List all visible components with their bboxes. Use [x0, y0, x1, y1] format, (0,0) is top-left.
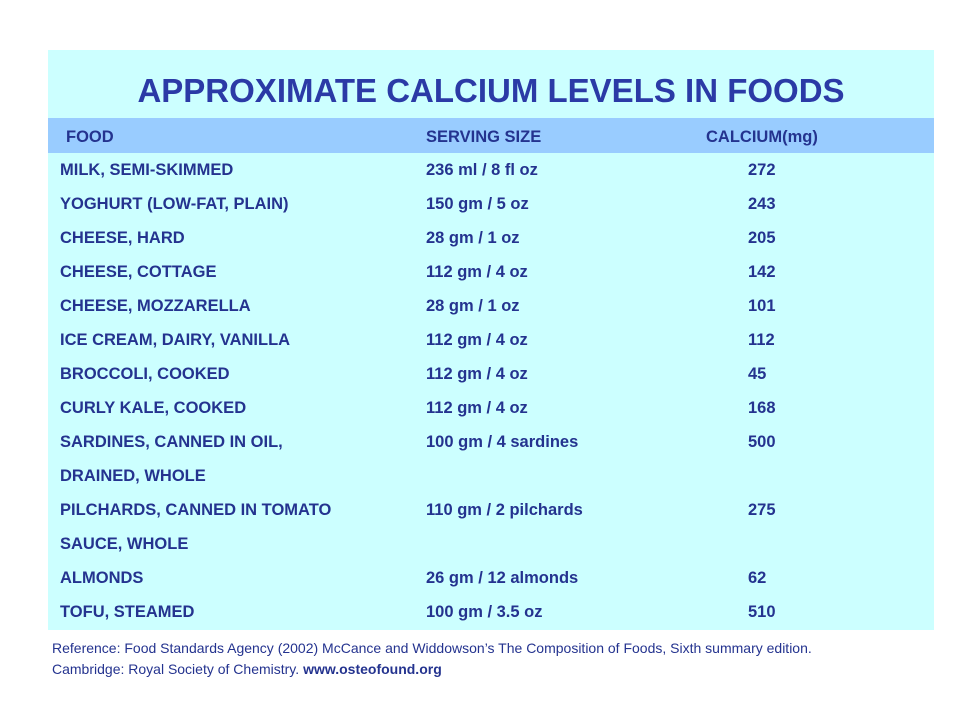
calcium-cell: 168	[748, 399, 776, 417]
serving-cell: 150 gm / 5 oz	[426, 195, 529, 213]
serving-cell: 112 gm / 4 oz	[426, 365, 528, 383]
food-cell: BROCCOLI, COOKED	[60, 365, 230, 383]
calcium-cell: 112	[748, 331, 775, 349]
food-cell: CHEESE, COTTAGE	[60, 263, 217, 281]
serving-cell: 100 gm / 3.5 oz	[426, 603, 543, 621]
title: APPROXIMATE CALCIUM LEVELS IN FOODS	[137, 72, 845, 109]
food-cell: CURLY KALE, COOKED	[60, 399, 247, 417]
calcium-cell: 275	[748, 501, 776, 519]
reference-text: Cambridge: Royal Society of Chemistry.	[52, 661, 300, 677]
reference-line: Cambridge: Royal Society of Chemistry. w…	[52, 661, 442, 677]
reference-line: Reference: Food Standards Agency (2002) …	[52, 640, 812, 656]
serving-cell: 28 gm / 1 oz	[426, 297, 520, 315]
serving-cell: 236 ml / 8 fl oz	[426, 161, 538, 179]
header-cell: CALCIUM(mg)	[706, 128, 818, 146]
food-cell: PILCHARDS, CANNED IN TOMATO	[60, 501, 332, 519]
food-cell: DRAINED, WHOLE	[60, 467, 206, 485]
calcium-cell: 500	[748, 433, 776, 451]
food-cell: MILK, SEMI-SKIMMED	[60, 161, 234, 179]
serving-cell: 110 gm / 2 pilchards	[426, 501, 583, 519]
food-cell: CHEESE, HARD	[60, 229, 185, 247]
calcium-cell: 45	[748, 365, 767, 383]
serving-cell: 112 gm / 4 oz	[426, 399, 528, 417]
calcium-cell: 205	[748, 229, 776, 247]
calcium-cell: 272	[748, 161, 776, 179]
food-cell: TOFU, STEAMED	[60, 603, 195, 621]
calcium-cell: 243	[748, 195, 776, 213]
calcium-cell: 142	[748, 263, 776, 281]
table-panel: APPROXIMATE CALCIUM LEVELS IN FOODS FOOD…	[48, 50, 934, 630]
calcium-cell: 62	[748, 569, 767, 587]
food-cell: CHEESE, MOZZARELLA	[60, 297, 251, 315]
food-cell: SARDINES, CANNED IN OIL,	[60, 433, 283, 451]
reference-link: www.osteofound.org	[303, 661, 442, 677]
serving-cell: 112 gm / 4 oz	[426, 263, 528, 281]
food-cell: YOGHURT (LOW-FAT, PLAIN)	[60, 195, 289, 213]
header-band	[48, 118, 934, 153]
serving-cell: 112 gm / 4 oz	[426, 331, 528, 349]
food-cell: ICE CREAM, DAIRY, VANILLA	[60, 331, 291, 349]
serving-cell: 28 gm / 1 oz	[426, 229, 520, 247]
header-cell: SERVING SIZE	[426, 128, 542, 146]
serving-cell: 26 gm / 12 almonds	[426, 569, 579, 587]
calcium-cell: 510	[748, 603, 776, 621]
food-cell: SAUCE, WHOLE	[60, 535, 189, 553]
calcium-cell: 101	[748, 297, 776, 315]
food-cell: ALMONDS	[60, 569, 144, 587]
header-cell: FOOD	[66, 128, 114, 146]
serving-cell: 100 gm / 4 sardines	[426, 433, 579, 451]
